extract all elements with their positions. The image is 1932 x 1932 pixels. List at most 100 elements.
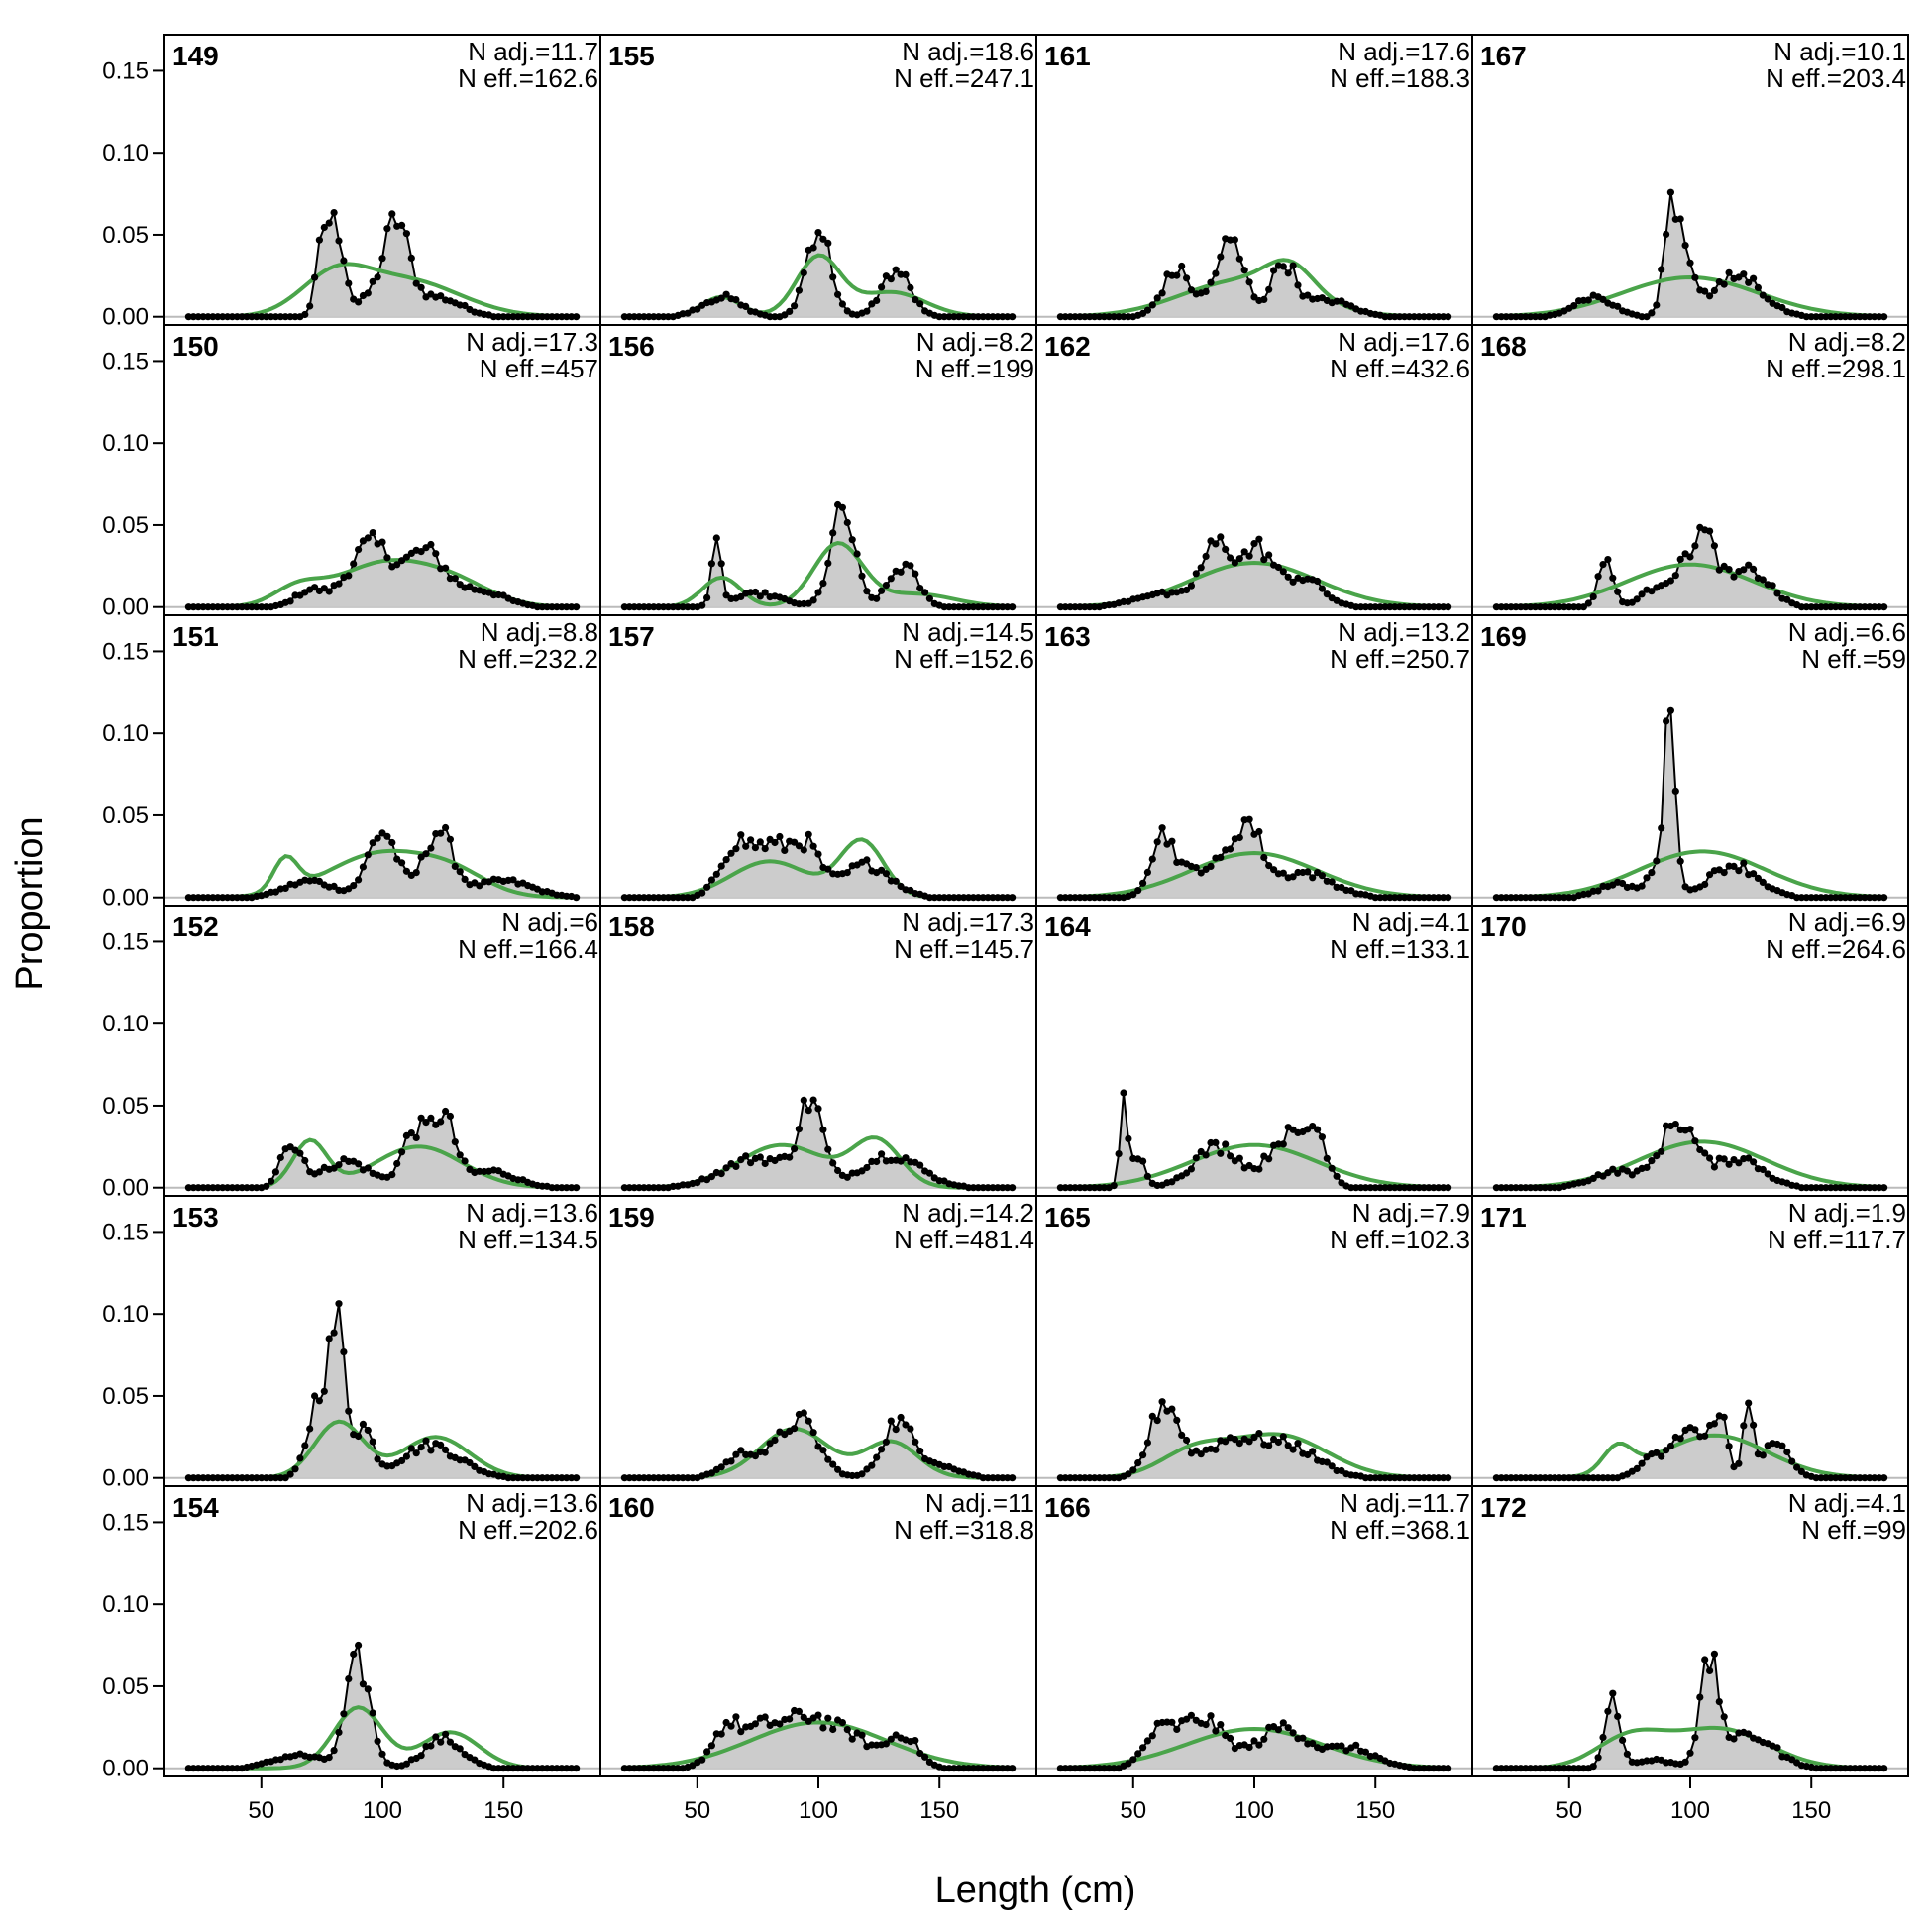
observed-point <box>1778 303 1786 312</box>
observed-point <box>432 550 440 558</box>
observed-area <box>188 827 577 898</box>
observed-point <box>442 1446 450 1453</box>
observed-point <box>402 553 410 561</box>
axes-layer: 0.00 0.05 0.10 0.15 0.00 0.05 0.10 0.15 0.00 0.05… <box>102 57 1831 1824</box>
observed-point <box>1643 313 1651 321</box>
observed-point <box>1318 872 1326 880</box>
observed-point <box>829 1725 837 1734</box>
observed-point <box>1250 540 1258 548</box>
observed-point <box>1289 873 1297 881</box>
observed-point <box>268 1177 275 1185</box>
n-adj-label: N adj.=10.1 <box>1773 37 1906 66</box>
observed-point <box>315 236 323 244</box>
observed-point <box>1788 1457 1796 1465</box>
observed-point <box>1235 1154 1243 1162</box>
observed-point <box>350 560 358 568</box>
n-eff-label: N eff.=481.4 <box>894 1225 1034 1254</box>
observed-point <box>437 1738 445 1746</box>
observed-point <box>907 562 914 570</box>
observed-point <box>1584 599 1592 607</box>
observed-point <box>1643 1163 1651 1171</box>
observed-point <box>1648 588 1656 595</box>
observed-area <box>188 1645 577 1769</box>
observed-point <box>1750 274 1758 282</box>
observed-point <box>912 296 919 304</box>
observed-point <box>1183 1169 1191 1177</box>
observed-point <box>853 550 861 558</box>
observed-point <box>1710 542 1718 550</box>
observed-point <box>756 838 764 846</box>
observed-point <box>809 1429 817 1437</box>
observed-point <box>1633 595 1641 603</box>
observed-point <box>1120 1089 1127 1097</box>
observed-point <box>1255 535 1263 543</box>
observed-point <box>1725 1443 1733 1450</box>
observed-point <box>834 290 842 298</box>
observed-point <box>388 210 396 218</box>
observed-point <box>707 560 716 568</box>
y-tick-label: 0.10 <box>102 1301 149 1328</box>
observed-point <box>1701 1656 1709 1664</box>
observed-point <box>1604 556 1612 564</box>
observed-area <box>1060 819 1449 898</box>
observed-point <box>1192 570 1200 578</box>
x-tick-label: 50 <box>684 1797 710 1824</box>
observed-point <box>824 559 832 568</box>
observed-point <box>912 570 919 578</box>
panel-158: 158 N adj.=17.3N eff.=145.7 <box>599 905 1037 1197</box>
y-tick-label: 0.15 <box>102 348 149 375</box>
n-eff-label: N eff.=152.6 <box>894 644 1034 674</box>
observed-point <box>1158 824 1166 832</box>
observed-point <box>761 589 769 596</box>
observed-point <box>800 846 807 854</box>
observed-point <box>263 1182 270 1190</box>
observed-point <box>1309 1448 1317 1455</box>
observed-point <box>848 536 856 544</box>
n-adj-label: N adj.=18.6 <box>902 37 1034 66</box>
observed-point <box>761 1159 769 1168</box>
observed-point <box>776 832 784 841</box>
observed-point <box>800 268 807 277</box>
observed-point <box>1235 833 1243 842</box>
observed-area <box>1496 710 1884 898</box>
n-eff-label: N eff.=298.1 <box>1766 354 1906 383</box>
panel-159: 159 N adj.=14.2N eff.=481.4 <box>599 1195 1037 1487</box>
x-tick-label: 50 <box>248 1797 274 1824</box>
n-adj-label: N adj.=14.2 <box>902 1198 1034 1228</box>
observed-point <box>1589 1763 1597 1771</box>
observed-point <box>1222 1438 1230 1446</box>
observed-point <box>355 1641 363 1650</box>
observed-point <box>412 1449 420 1457</box>
observed-point <box>1299 1734 1307 1742</box>
observed-point <box>703 593 711 602</box>
observed-point <box>311 584 319 591</box>
observed-point <box>843 869 851 877</box>
observed-point <box>1880 603 1888 611</box>
observed-point <box>378 255 386 263</box>
observed-point <box>388 838 396 847</box>
observed-point <box>727 1722 735 1730</box>
observed-point <box>1769 582 1776 590</box>
observed-point <box>335 1728 343 1736</box>
n-adj-label: N adj.=8.2 <box>916 327 1034 357</box>
observed-area <box>188 1303 577 1478</box>
observed-point <box>1143 1439 1151 1447</box>
observed-point <box>1168 837 1176 845</box>
observed-point <box>1725 1160 1733 1168</box>
observed-point <box>805 1107 812 1115</box>
observed-point <box>1187 1165 1195 1173</box>
observed-point <box>306 1425 314 1433</box>
observed-area <box>1060 536 1449 607</box>
observed-point <box>402 230 410 238</box>
observed-point <box>838 300 847 308</box>
observed-point <box>296 1149 304 1157</box>
observed-point <box>1265 551 1273 559</box>
observed-point <box>800 1409 807 1417</box>
observed-point <box>916 1749 924 1758</box>
observed-point <box>925 594 934 602</box>
observed-point <box>374 1737 381 1745</box>
observed-point <box>1274 1438 1282 1447</box>
observed-point <box>786 1715 794 1723</box>
observed-point <box>1648 1157 1656 1165</box>
observed-point <box>921 1753 929 1761</box>
